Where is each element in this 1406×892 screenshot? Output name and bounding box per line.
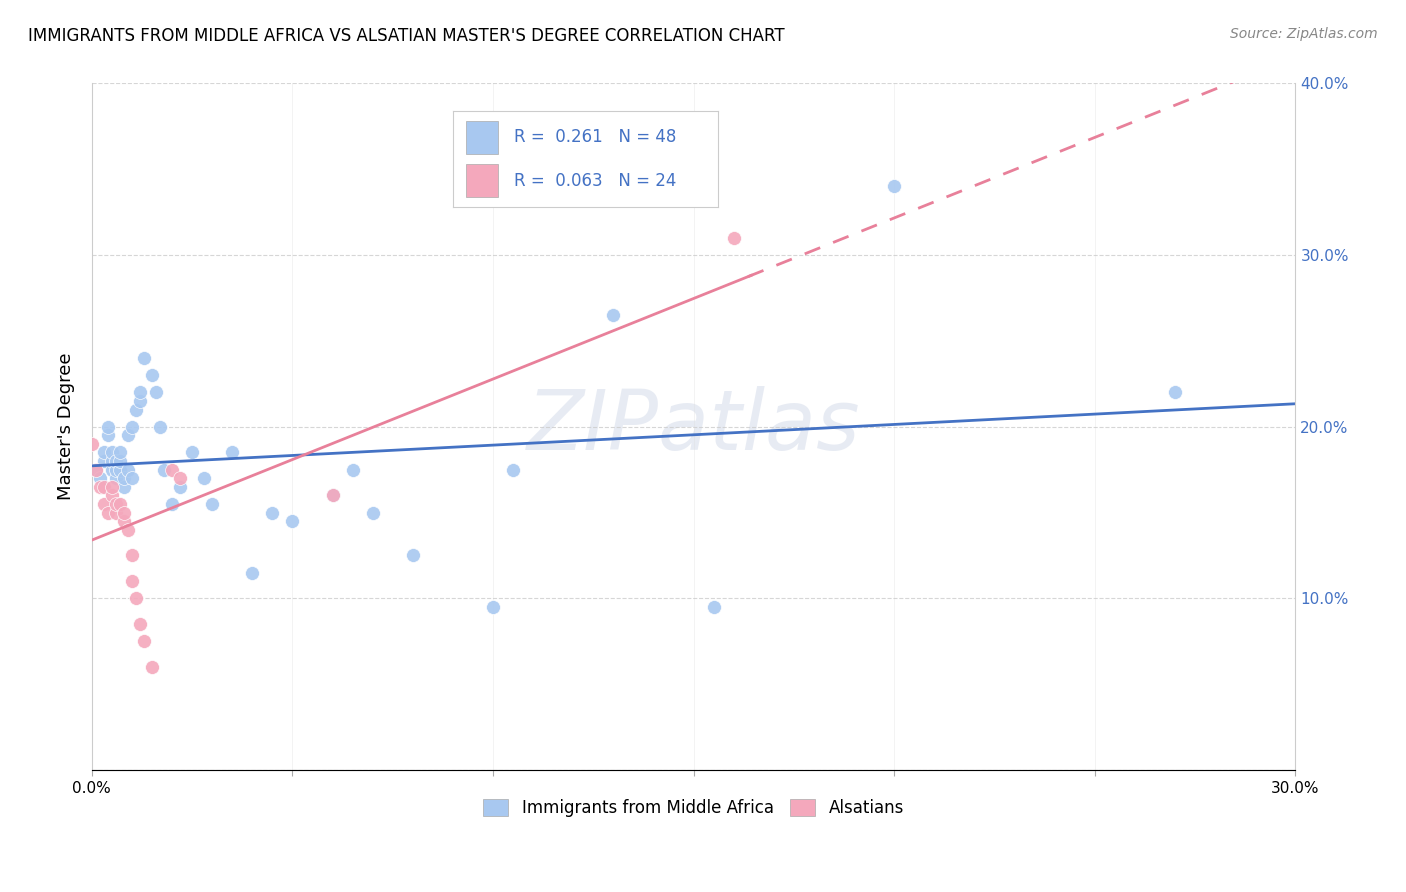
- Point: [101, 480, 124, 494]
- Point: [132, 351, 155, 365]
- Point: [361, 506, 384, 520]
- Point: [482, 599, 505, 614]
- Point: [193, 471, 215, 485]
- Point: [104, 454, 127, 468]
- Point: [201, 497, 224, 511]
- Point: [181, 445, 204, 459]
- Point: [101, 445, 124, 459]
- Point: [402, 549, 425, 563]
- Point: [240, 566, 263, 580]
- Point: [141, 368, 163, 383]
- Point: [121, 471, 143, 485]
- Point: [502, 462, 524, 476]
- Point: [97, 419, 120, 434]
- Point: [97, 506, 120, 520]
- Point: [108, 454, 131, 468]
- Legend: Immigrants from Middle Africa, Alsatians: Immigrants from Middle Africa, Alsatians: [477, 792, 911, 823]
- Point: [125, 591, 148, 606]
- Point: [93, 497, 115, 511]
- Point: [129, 385, 152, 400]
- Point: [322, 488, 344, 502]
- Point: [108, 445, 131, 459]
- Point: [129, 394, 152, 409]
- Point: [132, 634, 155, 648]
- Point: [97, 428, 120, 442]
- Point: [602, 308, 624, 322]
- Point: [129, 617, 152, 632]
- Point: [703, 599, 725, 614]
- Point: [104, 462, 127, 476]
- Point: [104, 497, 127, 511]
- Point: [1164, 385, 1187, 400]
- Point: [93, 445, 115, 459]
- Point: [723, 231, 745, 245]
- Point: [117, 523, 139, 537]
- Point: [221, 445, 243, 459]
- Point: [117, 428, 139, 442]
- Point: [281, 514, 304, 528]
- Text: Source: ZipAtlas.com: Source: ZipAtlas.com: [1230, 27, 1378, 41]
- Y-axis label: Master's Degree: Master's Degree: [58, 353, 75, 500]
- Text: IMMIGRANTS FROM MIDDLE AFRICA VS ALSATIAN MASTER'S DEGREE CORRELATION CHART: IMMIGRANTS FROM MIDDLE AFRICA VS ALSATIA…: [28, 27, 785, 45]
- Point: [93, 454, 115, 468]
- Point: [101, 462, 124, 476]
- Point: [169, 471, 191, 485]
- Point: [121, 574, 143, 589]
- Point: [104, 506, 127, 520]
- Point: [121, 419, 143, 434]
- Point: [149, 419, 172, 434]
- Point: [117, 462, 139, 476]
- Point: [108, 497, 131, 511]
- Point: [121, 549, 143, 563]
- Point: [169, 480, 191, 494]
- Point: [262, 506, 284, 520]
- Point: [101, 454, 124, 468]
- Point: [104, 471, 127, 485]
- Point: [80, 437, 103, 451]
- Point: [342, 462, 364, 476]
- Point: [153, 462, 176, 476]
- Text: ZIPatlas: ZIPatlas: [527, 386, 860, 467]
- Point: [160, 497, 183, 511]
- Point: [112, 506, 135, 520]
- Point: [89, 480, 111, 494]
- Point: [141, 660, 163, 674]
- Point: [125, 402, 148, 417]
- Point: [160, 462, 183, 476]
- Point: [883, 179, 905, 194]
- Point: [112, 514, 135, 528]
- Point: [145, 385, 167, 400]
- Point: [101, 488, 124, 502]
- Point: [322, 488, 344, 502]
- Point: [112, 480, 135, 494]
- Point: [84, 462, 107, 476]
- Point: [93, 480, 115, 494]
- Point: [84, 462, 107, 476]
- Point: [112, 471, 135, 485]
- Point: [108, 462, 131, 476]
- Point: [89, 471, 111, 485]
